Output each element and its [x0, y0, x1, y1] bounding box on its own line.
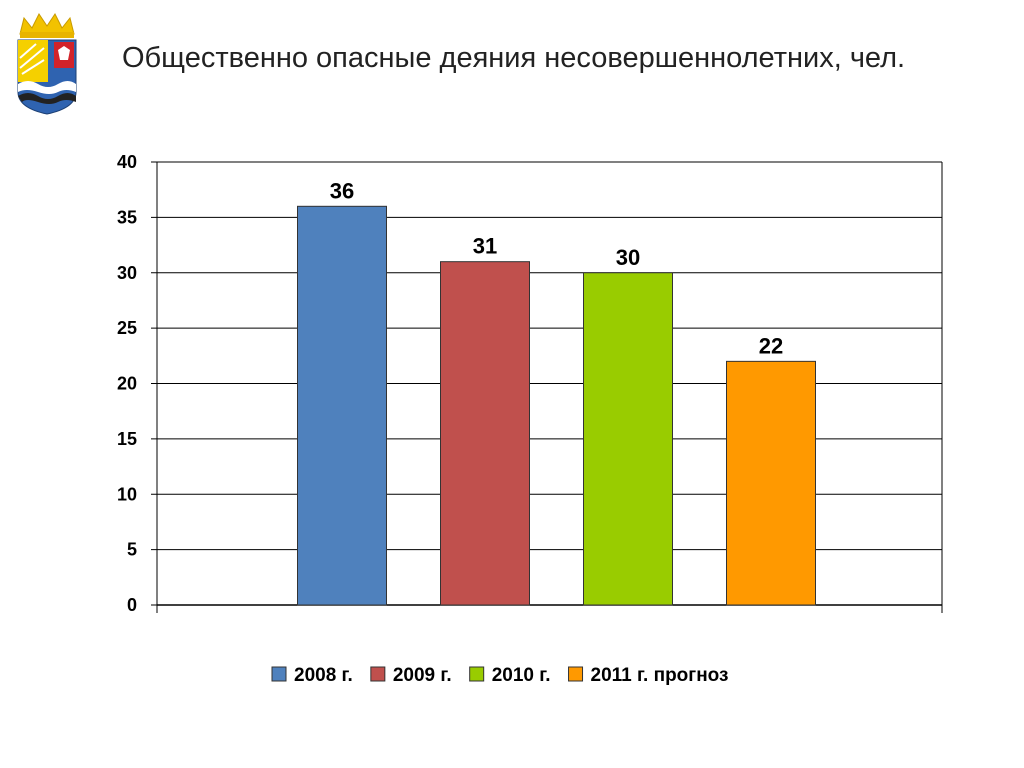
bar: [583, 272, 673, 606]
legend-label: 2009 г.: [393, 665, 452, 686]
bar: [297, 205, 387, 606]
y-tick-label: 5: [127, 540, 137, 560]
coat-of-arms-icon: [17, 13, 77, 115]
y-tick-label: 25: [117, 318, 137, 338]
y-tick-label: 40: [117, 152, 137, 172]
legend-swatch: [568, 666, 584, 682]
bar: [440, 261, 530, 606]
y-tick-label: 20: [117, 374, 137, 394]
data-label: 31: [473, 234, 497, 259]
legend: 2008 г. 2009 г. 2010 г. 2011 г. прогноз: [271, 665, 729, 686]
data-label: 22: [759, 333, 783, 358]
bars: [297, 205, 816, 606]
legend-swatch: [469, 666, 485, 682]
legend-label: 2011 г. прогноз: [591, 665, 729, 686]
data-label: 30: [616, 245, 640, 270]
y-tick-label: 35: [117, 207, 137, 227]
y-tick-label: 30: [117, 263, 137, 283]
y-tick-label: 0: [127, 595, 137, 615]
grid-lines: [157, 161, 942, 606]
y-tick-label: 10: [117, 484, 137, 504]
bar: [726, 360, 816, 606]
legend-label: 2008 г.: [294, 665, 353, 686]
slide-title: Общественно опасные деяния несовершеннол…: [122, 42, 906, 74]
legend-swatch: [271, 666, 287, 682]
data-label: 36: [330, 178, 354, 203]
legend-label: 2010 г.: [492, 665, 551, 686]
legend-swatch: [370, 666, 386, 682]
y-tick-label: 15: [117, 429, 137, 449]
data-labels: 36 31 30 22: [330, 178, 783, 358]
